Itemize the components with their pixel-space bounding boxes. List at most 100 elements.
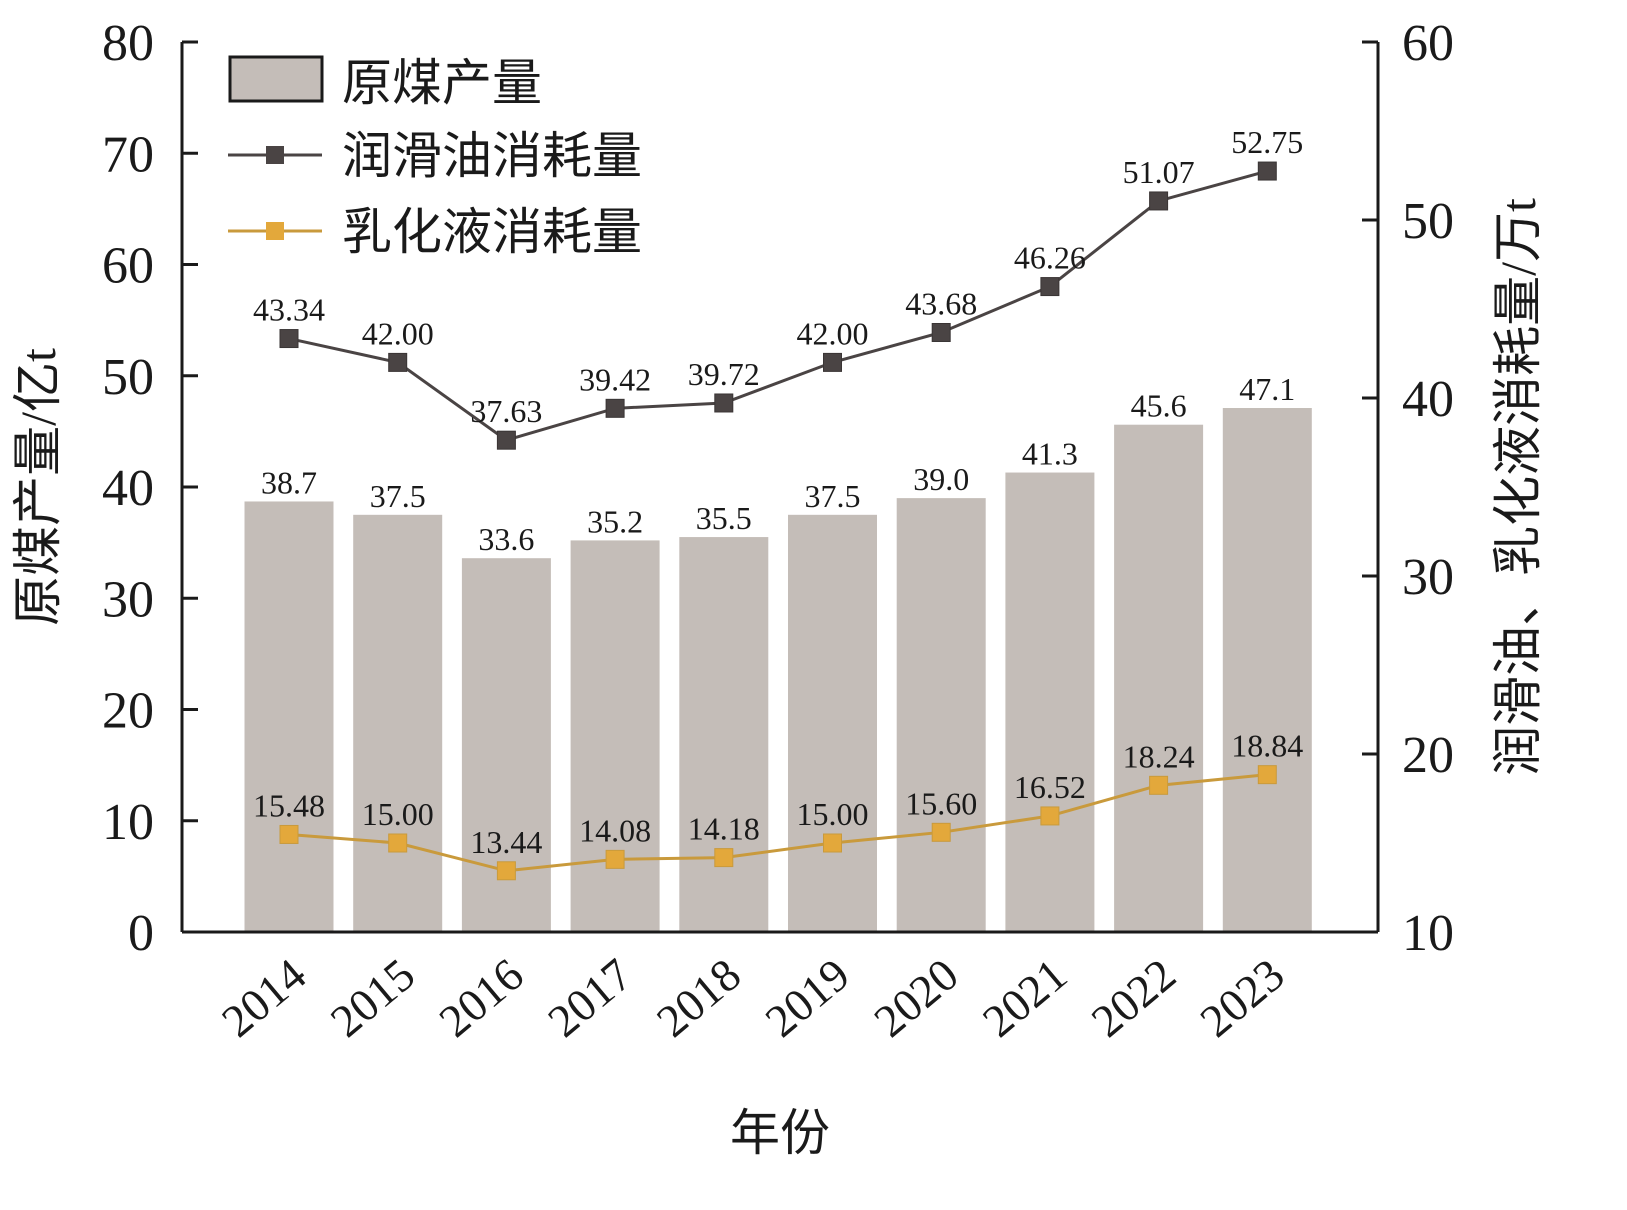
line-value-label: 14.18 xyxy=(688,811,760,847)
left-tick-label: 60 xyxy=(102,238,154,295)
x-tick-label: 2014 xyxy=(212,949,315,1047)
bar-value-label: 35.5 xyxy=(696,500,752,536)
line-value-label: 37.63 xyxy=(470,393,542,429)
line-value-label: 15.48 xyxy=(253,787,325,823)
left-tick-label: 70 xyxy=(102,126,154,183)
marker-2018 xyxy=(714,848,734,868)
bar-2019 xyxy=(788,514,877,932)
y-axis-title-left: 原煤产量/亿t xyxy=(10,348,66,626)
left-tick-label: 20 xyxy=(102,683,154,740)
marker-2019 xyxy=(823,833,842,853)
bar-value-label: 37.5 xyxy=(805,478,861,514)
bar-2022 xyxy=(1114,424,1204,932)
x-tick-label: 2016 xyxy=(430,949,533,1047)
marker-2014 xyxy=(279,824,299,844)
x-tick-label: 2017 xyxy=(538,949,641,1047)
marker-2015 xyxy=(388,833,408,853)
bar-2023 xyxy=(1222,408,1312,932)
bar-value-label: 41.3 xyxy=(1022,436,1078,472)
line-value-label: 39.72 xyxy=(688,356,760,392)
marker-2018 xyxy=(714,393,734,413)
right-tick-label: 60 xyxy=(1402,15,1454,72)
right-tick-label: 30 xyxy=(1402,549,1454,606)
right-tick-label: 50 xyxy=(1402,193,1454,250)
legend-label-2: 乳化液消耗量 xyxy=(342,204,642,260)
x-tick-label: 2015 xyxy=(321,949,424,1047)
left-tick-label: 30 xyxy=(102,571,154,628)
x-tick-label: 2022 xyxy=(1082,949,1185,1047)
marker-2022 xyxy=(1149,191,1169,211)
line-value-label: 18.24 xyxy=(1123,738,1195,774)
x-tick-label: 2023 xyxy=(1190,949,1293,1047)
left-tick-label: 10 xyxy=(102,794,154,851)
bar-2020 xyxy=(896,498,986,932)
left-tick-label: 80 xyxy=(102,15,154,72)
y-axis-title-right: 润滑油、乳化液消耗量/万t xyxy=(1490,198,1546,776)
marker-2023 xyxy=(1257,161,1277,181)
line-value-label: 15.60 xyxy=(905,785,977,821)
bar-2021 xyxy=(1005,472,1095,932)
line-value-label: 15.00 xyxy=(362,796,434,832)
bar-value-label: 35.2 xyxy=(587,503,643,539)
marker-2019 xyxy=(823,352,842,372)
legend-label-1: 润滑油消耗量 xyxy=(342,128,642,184)
bar-2017 xyxy=(570,540,660,932)
line-value-label: 39.42 xyxy=(579,361,651,397)
line-value-label: 14.08 xyxy=(579,812,651,848)
marker-2021 xyxy=(1040,277,1060,297)
legend-swatch-marker xyxy=(266,146,284,164)
right-tick-label: 10 xyxy=(1402,905,1454,962)
x-tick-label: 2020 xyxy=(864,949,967,1047)
line-value-label: 52.75 xyxy=(1231,124,1303,160)
marker-2021 xyxy=(1040,806,1060,826)
right-tick-label: 20 xyxy=(1402,727,1454,784)
left-tick-label: 0 xyxy=(128,905,154,962)
line-series-1 xyxy=(288,169,1268,442)
left-tick-label: 50 xyxy=(102,349,154,406)
line-value-label: 16.52 xyxy=(1014,769,1086,805)
x-tick-label: 2021 xyxy=(973,949,1076,1047)
bar-value-label: 45.6 xyxy=(1131,388,1187,424)
line-value-label: 15.00 xyxy=(797,796,869,832)
right-tick-label: 40 xyxy=(1402,371,1454,428)
line-value-label: 13.44 xyxy=(470,824,542,860)
marker-2016 xyxy=(496,430,516,450)
line-value-label: 46.26 xyxy=(1014,240,1086,276)
bar-value-label: 33.6 xyxy=(478,521,534,557)
bar-2014 xyxy=(244,501,334,932)
line-value-label: 18.84 xyxy=(1231,728,1303,764)
marker-2020 xyxy=(931,322,951,342)
marker-2023 xyxy=(1257,765,1277,785)
marker-2015 xyxy=(388,352,408,372)
marker-2017 xyxy=(605,849,625,869)
bar-value-label: 39.0 xyxy=(913,461,969,497)
legend-swatch-marker xyxy=(266,222,284,240)
lines-layer xyxy=(279,161,1277,881)
line-value-label: 43.68 xyxy=(905,285,977,321)
marker-2020 xyxy=(931,822,951,842)
line-value-label: 42.00 xyxy=(362,315,434,351)
bar-value-label: 47.1 xyxy=(1239,371,1295,407)
line-series-2 xyxy=(288,773,1268,873)
legend-swatch-bar xyxy=(228,55,324,103)
line-value-label: 43.34 xyxy=(253,292,325,328)
bar-2015 xyxy=(353,514,443,932)
marker-2017 xyxy=(605,398,625,418)
marker-2014 xyxy=(279,329,299,349)
bar-value-label: 38.7 xyxy=(261,464,317,500)
legend-label-coal: 原煤产量 xyxy=(342,55,542,111)
bar-value-label: 37.5 xyxy=(370,478,426,514)
x-tick-label: 2018 xyxy=(647,949,750,1047)
left-tick-label: 40 xyxy=(102,460,154,517)
marker-2022 xyxy=(1149,775,1169,795)
labels-layer: 38.7 37.5 33.6 35.2 35.5 37.5 39.0 41.3 45.6 47.1… xyxy=(253,124,1303,860)
x-axis-title: 年份 xyxy=(730,1105,830,1161)
marker-2016 xyxy=(496,861,516,881)
line-value-label: 42.00 xyxy=(797,315,869,351)
x-tick-label: 2019 xyxy=(756,949,859,1047)
bar-2018 xyxy=(679,537,769,932)
